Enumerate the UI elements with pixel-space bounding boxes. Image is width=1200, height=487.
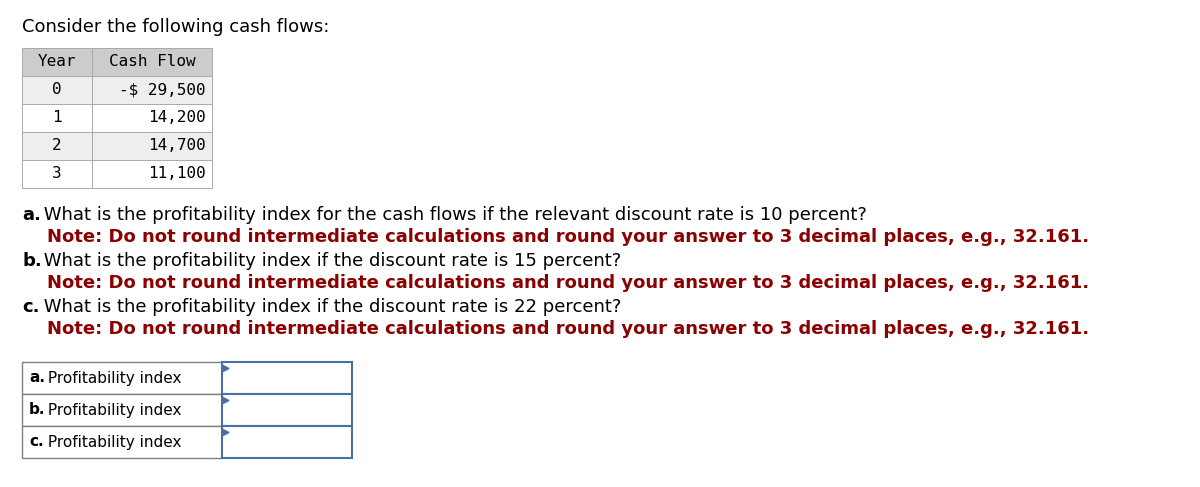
Polygon shape (222, 365, 229, 372)
Text: 14,700: 14,700 (149, 138, 206, 153)
Bar (22, 160, 92, 188)
Text: b.: b. (29, 402, 46, 417)
Bar (92, 104, 212, 132)
Text: 14,200: 14,200 (149, 111, 206, 126)
Bar (92, 48, 212, 76)
Text: Note: Do not round intermediate calculations and round your answer to 3 decimal : Note: Do not round intermediate calculat… (22, 228, 1090, 246)
Bar (92, 132, 212, 160)
Text: Note: Do not round intermediate calculations and round your answer to 3 decimal : Note: Do not round intermediate calculat… (22, 320, 1090, 338)
Bar (22, 48, 92, 76)
Bar (22, 76, 92, 104)
Bar (92, 160, 212, 188)
Bar (22, 104, 92, 132)
Text: Note: Do not round intermediate calculations and round your answer to 3 decimal : Note: Do not round intermediate calculat… (22, 274, 1090, 292)
Bar (22, 132, 92, 160)
Text: c.: c. (29, 434, 43, 450)
Bar (222, 394, 352, 426)
Bar (222, 426, 352, 458)
Text: Profitability index: Profitability index (43, 371, 181, 386)
Text: Cash Flow: Cash Flow (109, 55, 196, 70)
Text: Year: Year (37, 55, 77, 70)
Text: What is the profitability index if the discount rate is 15 percent?: What is the profitability index if the d… (38, 252, 622, 270)
Bar (22, 426, 222, 458)
Text: c.: c. (22, 298, 40, 316)
Text: a.: a. (22, 206, 41, 224)
Text: Profitability index: Profitability index (43, 434, 181, 450)
Bar (22, 394, 222, 426)
Text: b.: b. (22, 252, 42, 270)
Text: 11,100: 11,100 (149, 167, 206, 182)
Text: What is the profitability index if the discount rate is 22 percent?: What is the profitability index if the d… (38, 298, 622, 316)
Polygon shape (222, 429, 229, 436)
Polygon shape (222, 397, 229, 404)
Text: 1: 1 (52, 111, 62, 126)
Text: 3: 3 (52, 167, 62, 182)
Bar (222, 362, 352, 394)
Bar (22, 362, 222, 394)
Text: 0: 0 (52, 82, 62, 97)
Text: Profitability index: Profitability index (43, 402, 181, 417)
Text: Consider the following cash flows:: Consider the following cash flows: (22, 18, 329, 36)
Bar (92, 76, 212, 104)
Text: a.: a. (29, 371, 46, 386)
Text: -$ 29,500: -$ 29,500 (119, 82, 206, 97)
Text: What is the profitability index for the cash flows if the relevant discount rate: What is the profitability index for the … (38, 206, 866, 224)
Text: 2: 2 (52, 138, 62, 153)
